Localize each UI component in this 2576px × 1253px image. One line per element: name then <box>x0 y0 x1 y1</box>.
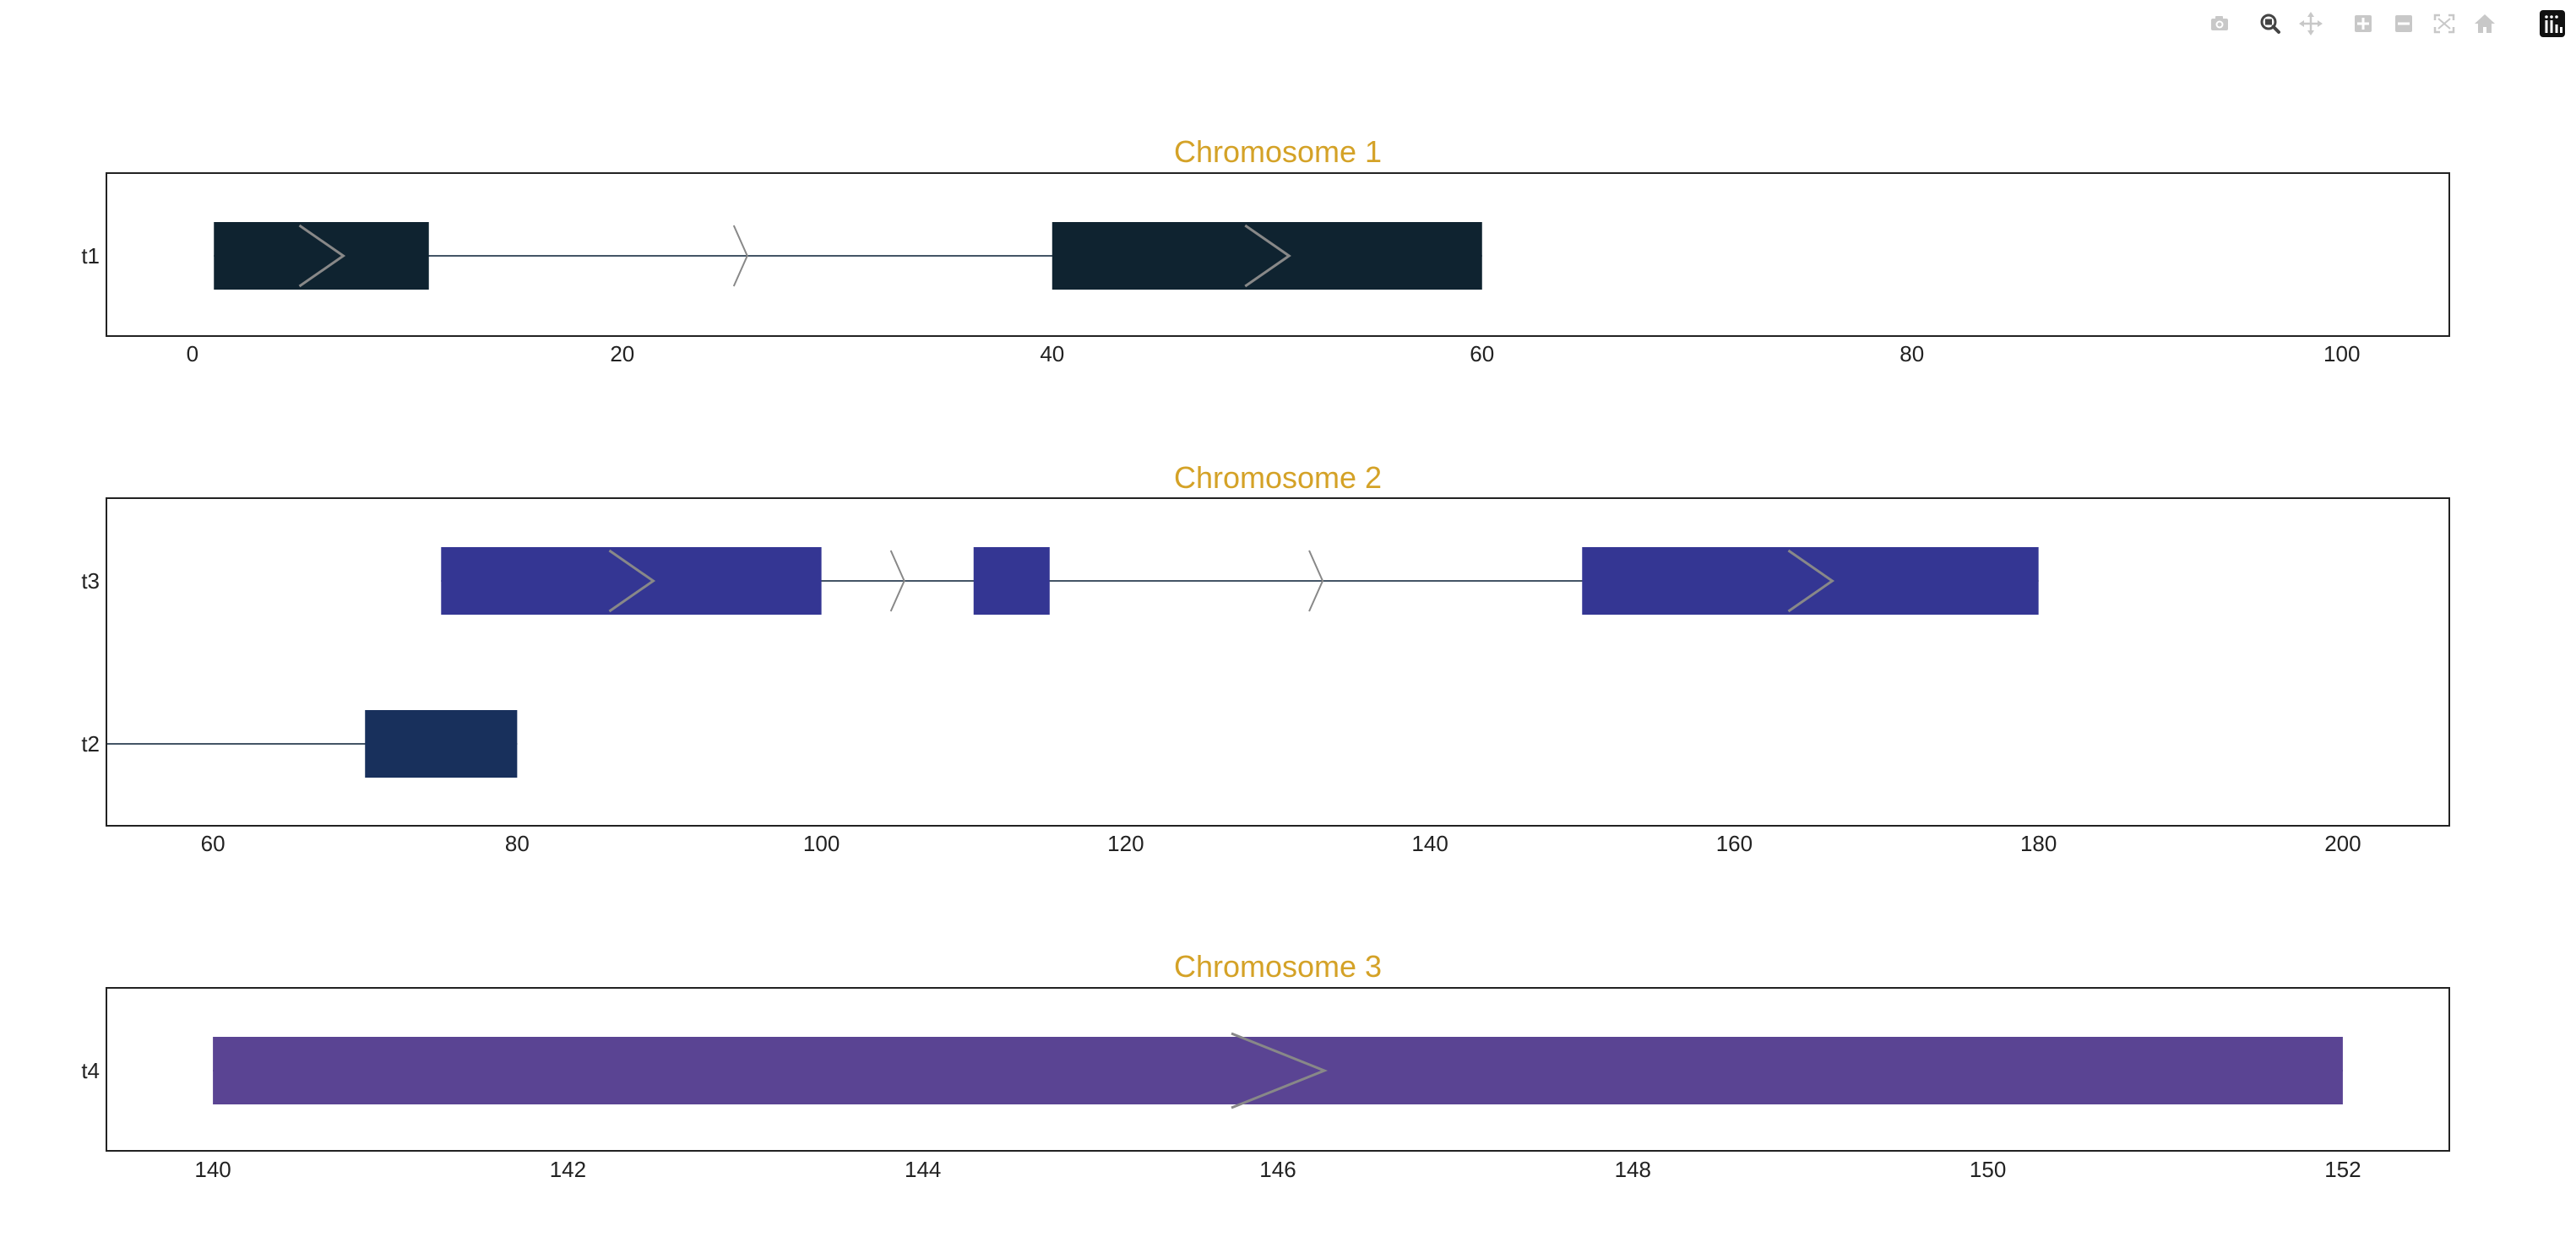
chromosome-panel-3: Chromosome 3 t4 140 142 144 146 148 150 152 <box>81 949 2450 1182</box>
x-tick-label: 146 <box>1259 1157 1296 1182</box>
x-tick-label: 140 <box>194 1157 231 1182</box>
strand-arrow <box>298 224 346 288</box>
panel-plot-area <box>214 222 1482 290</box>
x-tick-label: 80 <box>1899 341 1924 366</box>
chromosome-panel-2: Chromosome 2 t3 t2 60 80 100 120 140 160 180 200 <box>81 460 2450 856</box>
x-tick-label: 20 <box>610 341 634 366</box>
exon-block <box>214 222 429 290</box>
camera-icon <box>2211 16 2228 30</box>
zoom-out-button[interactable] <box>2387 8 2421 39</box>
pan-icon <box>2299 12 2323 35</box>
track-t4 <box>213 1032 2343 1109</box>
x-tick-label: 100 <box>2323 341 2360 366</box>
x-tick-label: 120 <box>1107 831 1144 856</box>
panel-plot-area <box>213 1032 2343 1109</box>
pan-button[interactable] <box>2294 8 2328 39</box>
strand-arrow <box>889 550 905 612</box>
x-tick-label: 60 <box>201 831 226 856</box>
exon-block <box>213 1037 2343 1104</box>
camera-button[interactable] <box>2203 8 2236 39</box>
exon-block <box>973 547 1050 615</box>
exon-block <box>1582 547 2039 615</box>
track-label: t4 <box>81 1058 100 1083</box>
zoom-icon <box>2260 14 2280 34</box>
x-tick-label: 200 <box>2324 831 2361 856</box>
logo-button[interactable] <box>2535 8 2569 39</box>
track-t1 <box>214 222 1482 290</box>
panel-frame <box>106 497 2450 827</box>
panel-title: Chromosome 1 <box>1174 134 1382 169</box>
plot-toolbar <box>2203 8 2569 39</box>
strand-arrow <box>1244 224 1291 288</box>
strand-arrow <box>1231 1032 1329 1109</box>
strand-arrow <box>1787 549 1835 613</box>
x-tick-label: 144 <box>905 1157 941 1182</box>
chromosome-panel-1: Chromosome 1 t1 0 20 40 60 80 100 <box>81 134 2450 366</box>
zoom-button[interactable] <box>2253 8 2287 39</box>
exon-block <box>1052 222 1482 290</box>
track-t2 <box>106 710 518 778</box>
exon-block <box>441 547 822 615</box>
x-tick-label: 100 <box>803 831 840 856</box>
x-tick-label: 148 <box>1615 1157 1651 1182</box>
x-tick-label: 60 <box>1470 341 1494 366</box>
strand-arrow <box>1308 550 1324 612</box>
x-tick-label: 40 <box>1040 341 1064 366</box>
x-tick-label: 140 <box>1411 831 1448 856</box>
strand-arrow <box>732 225 748 287</box>
reset-button[interactable] <box>2468 8 2502 39</box>
zoom-in-icon <box>2355 15 2372 32</box>
x-tick-label: 80 <box>505 831 530 856</box>
exon-block <box>365 710 518 778</box>
panel-title: Chromosome 3 <box>1174 949 1382 984</box>
track-label: t1 <box>81 243 100 268</box>
autoscale-icon <box>2433 14 2455 34</box>
panel-title: Chromosome 2 <box>1174 460 1382 495</box>
panel-frame <box>106 987 2450 1152</box>
track-label: t2 <box>81 731 100 757</box>
x-tick-label: 150 <box>1970 1157 2006 1182</box>
panel-plot-area <box>106 547 2039 778</box>
x-tick-label: 152 <box>2324 1157 2361 1182</box>
home-icon <box>2475 14 2495 33</box>
autoscale-button[interactable] <box>2427 8 2461 39</box>
zoom-out-icon <box>2395 15 2412 32</box>
track-t3 <box>441 547 2039 615</box>
panel-frame <box>106 172 2450 337</box>
x-tick-label: 0 <box>187 341 198 366</box>
track-label: t3 <box>81 568 100 594</box>
x-tick-label: 180 <box>2020 831 2057 856</box>
x-tick-label: 142 <box>550 1157 586 1182</box>
x-tick-label: 160 <box>1716 831 1753 856</box>
plotly-logo-icon <box>2540 10 2565 37</box>
zoom-in-button[interactable] <box>2346 8 2380 39</box>
strand-arrow <box>608 549 656 613</box>
